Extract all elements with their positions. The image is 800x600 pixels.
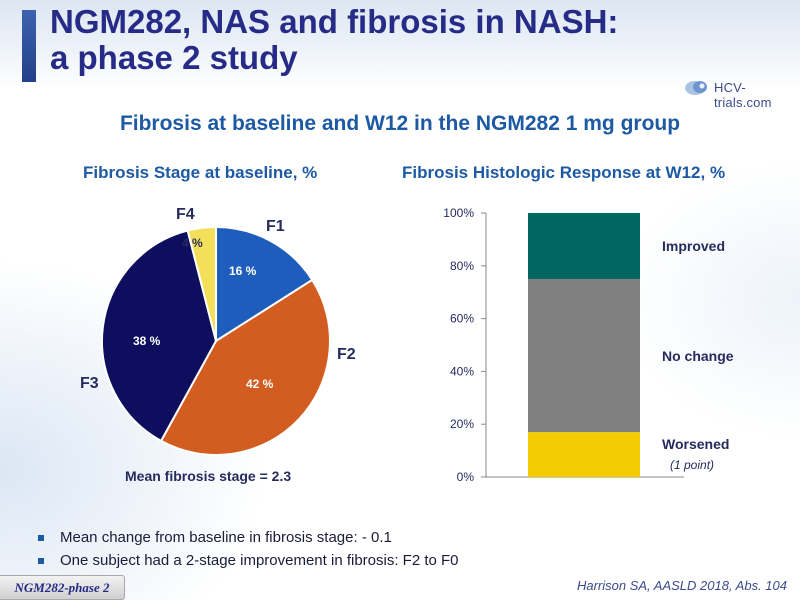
logo-text: HCV-trials.com [714,80,772,110]
bar-label-no-change: No change [662,348,734,364]
pie-label-f2: F2 [337,346,356,363]
bullet-item: One subject had a 2-stage improvement in… [36,549,459,572]
pie-slice-f4 [186,225,217,342]
pie-slice-f1 [215,225,314,343]
y-tick-label: 40% [450,364,474,378]
pie-label-f3: F3 [80,375,99,392]
y-tick-label: 100% [443,206,474,220]
study-tag: NGM282-phase 2 [0,575,125,600]
slide-title: NGM282, NAS and fibrosis in NASH: a phas… [50,3,619,76]
y-tick-label: 20% [450,417,474,431]
hcv-trials-logo-icon [685,81,707,95]
bar-segment-worsened [528,432,640,477]
y-tick-label: 60% [450,312,474,326]
bar-chart-title: Fibrosis Histologic Response at W12, % [402,163,726,182]
pie-label-f4: F4 [176,206,195,223]
y-tick-label: 0% [457,470,475,484]
citation: Harrison SA, AASLD 2018, Abs. 104 [576,578,787,593]
bar-label-improved: Improved [662,238,726,254]
title-bar [0,0,800,90]
pie-annotation: Mean fibrosis stage = 2.3 [125,468,292,484]
pie-value-f2: 42 % [246,377,274,391]
bar-segment-no-change [528,279,640,433]
bullet-list: Mean change from baseline in fibrosis st… [36,526,459,572]
pie-label-f1: F1 [266,218,285,235]
pie-slice-f3 [101,229,218,443]
pie-value-f1: 16 % [229,264,257,278]
y-tick-label: 80% [450,259,474,273]
pie-value-f3: 38 % [133,334,161,348]
pie-slice-f2 [159,278,331,456]
bullet-item: Mean change from baseline in fibrosis st… [36,526,459,549]
slide-subtitle: Fibrosis at baseline and W12 in the NGM2… [119,112,681,135]
pie-value-f4: 4 % [182,236,203,250]
pie-chart-title: Fibrosis Stage at baseline, % [83,163,318,182]
bar-label-worsened: Worsened [662,436,730,452]
title-accent [22,10,36,82]
bar-label-worsened-note: (1 point) [670,458,715,472]
bar-segment-improved [528,213,640,279]
